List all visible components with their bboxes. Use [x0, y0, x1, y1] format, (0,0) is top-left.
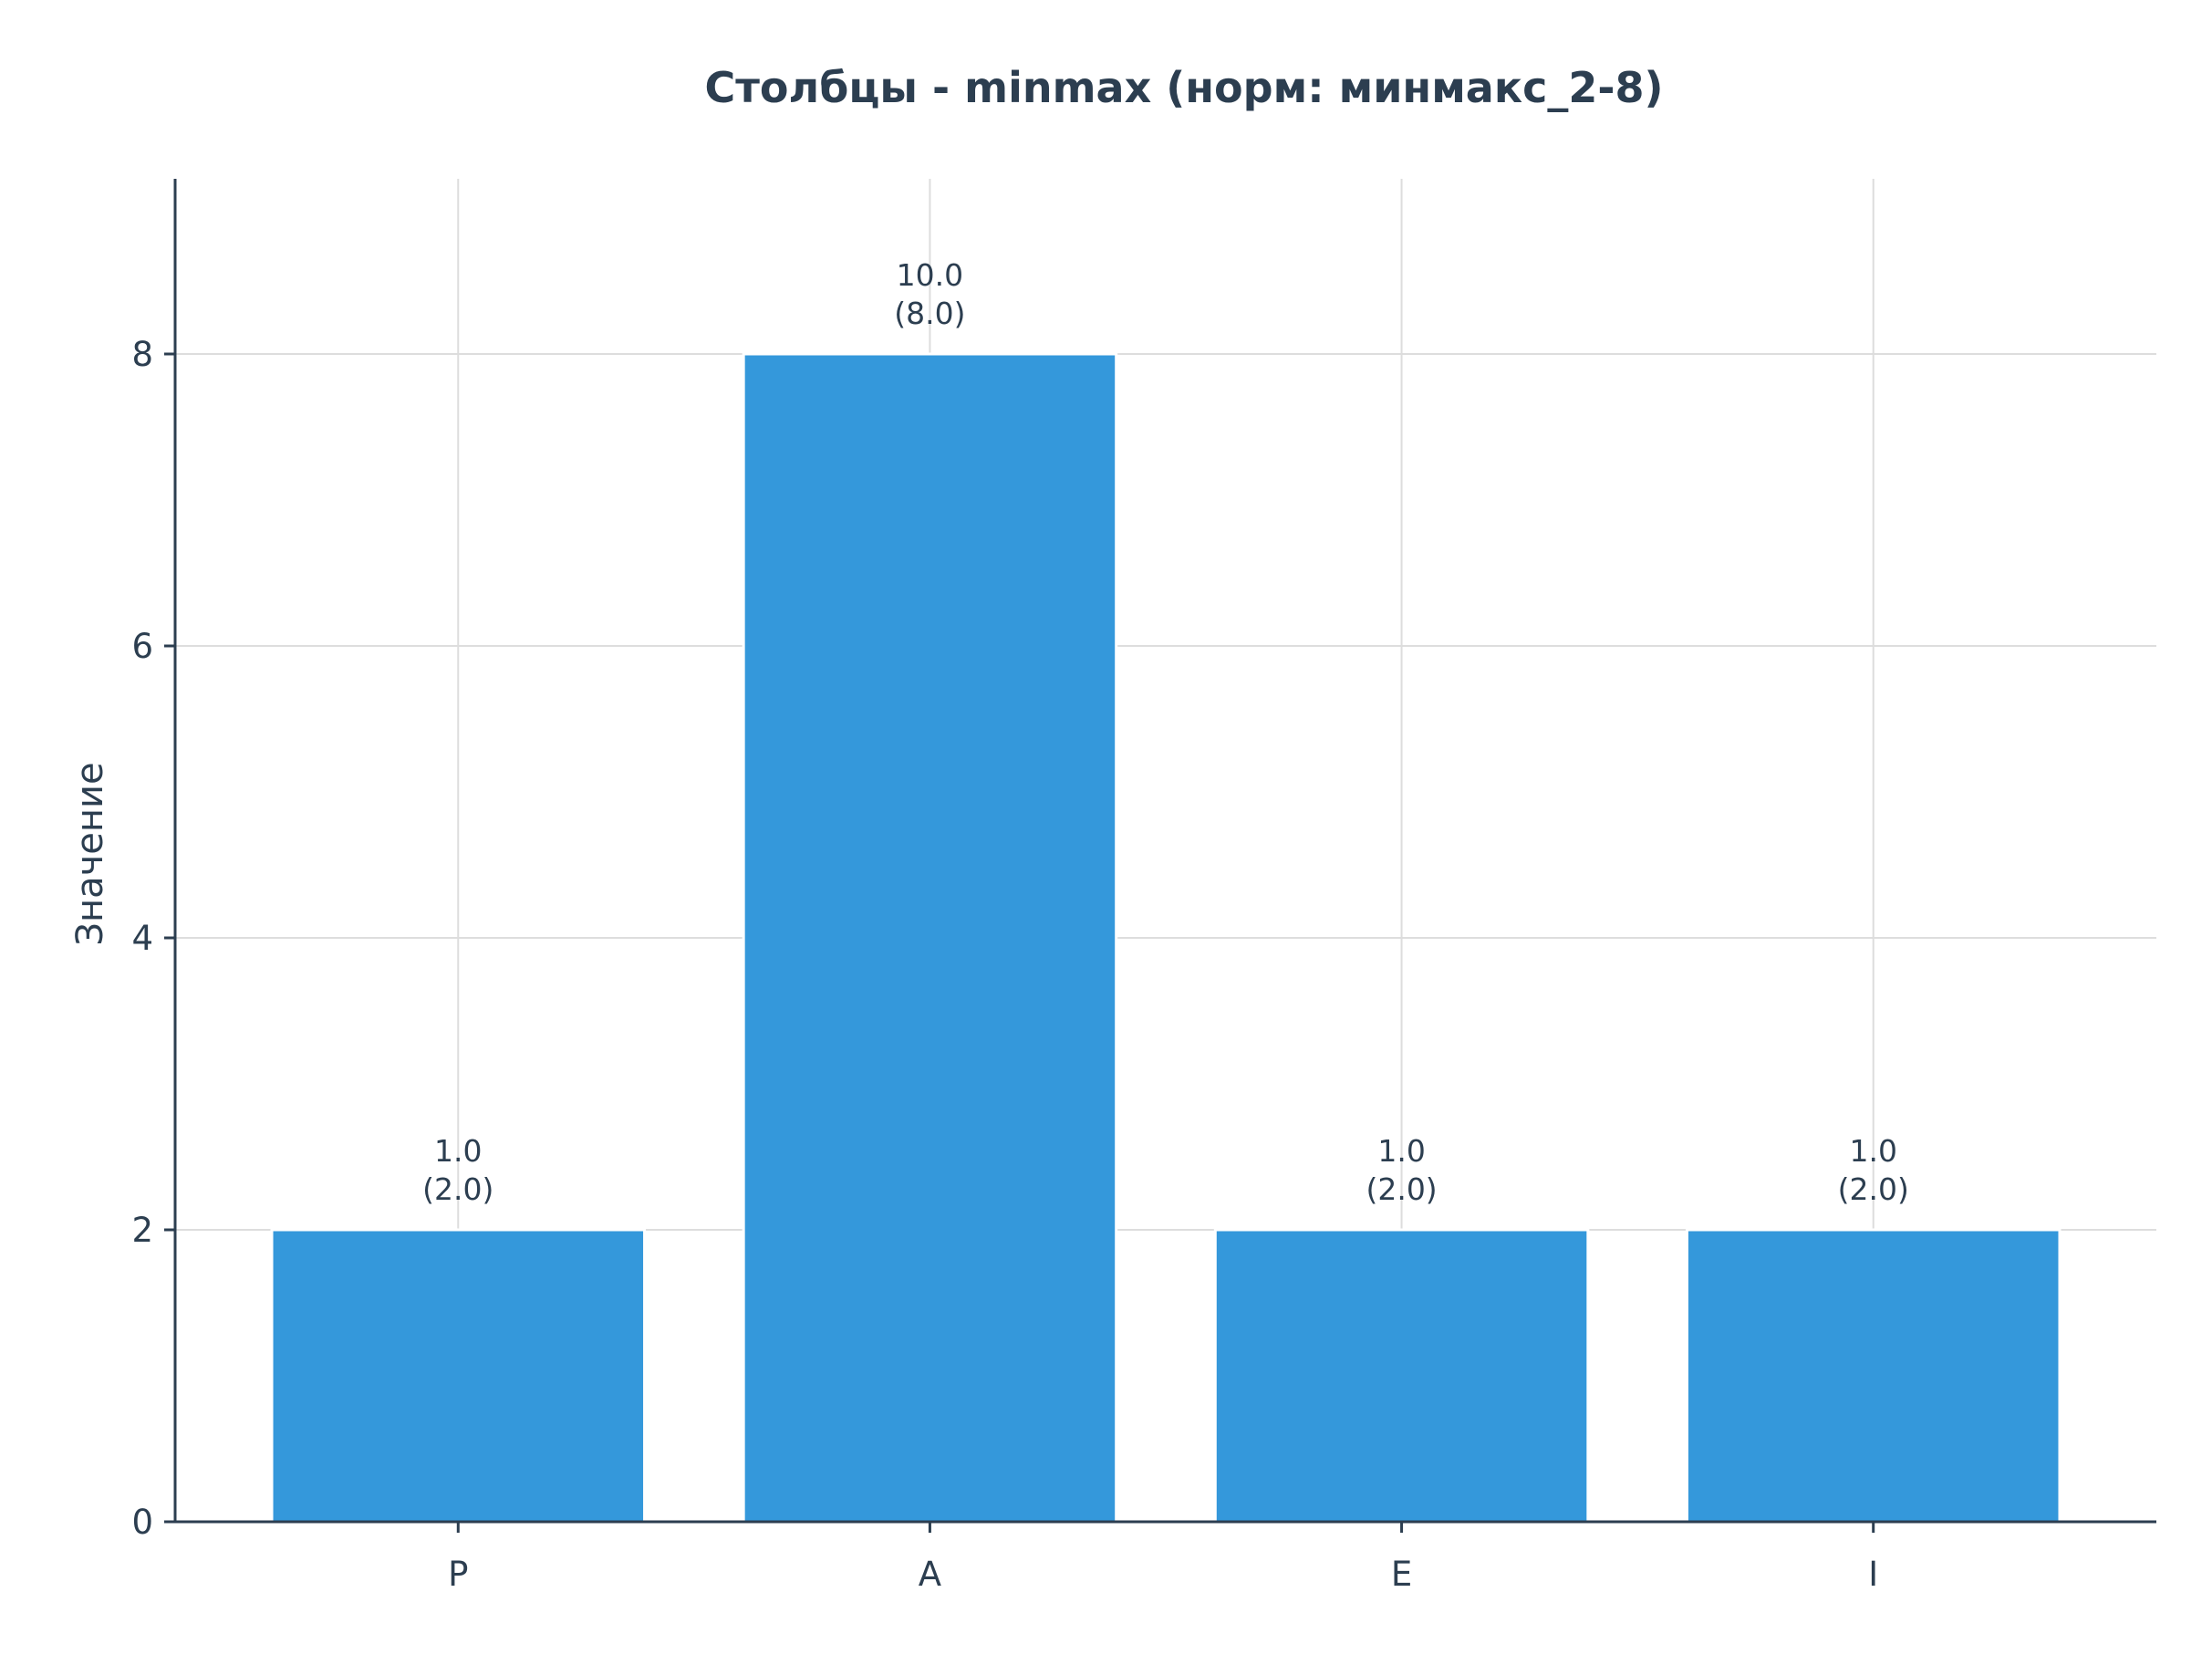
data-label-P-normalized: (2.0)	[422, 1171, 493, 1207]
y-tick-label-2: 2	[131, 1211, 153, 1250]
x-tick-label-A: A	[919, 1555, 941, 1594]
bar-E	[1213, 1228, 1590, 1524]
x-tick-label-I: I	[1868, 1555, 1878, 1594]
data-label-A-original: 10.0	[897, 257, 963, 293]
data-label-P-original: 1.0	[434, 1133, 482, 1169]
data-label-I-normalized: (2.0)	[1838, 1171, 1909, 1207]
data-labels: 1.0(2.0)10.0(8.0)1.0(2.0)1.0(2.0)	[422, 257, 1909, 1207]
x-tick-label-P: P	[448, 1555, 468, 1594]
x-tick-label-E: E	[1391, 1555, 1412, 1594]
data-label-I-original: 1.0	[1849, 1133, 1896, 1169]
bars	[270, 352, 2061, 1524]
axes: 0 2 4 6 8 P A E I	[131, 179, 2156, 1594]
y-tick-label-4: 4	[131, 919, 153, 958]
data-label-A-normalized: (8.0)	[894, 296, 965, 331]
data-label-E-original: 1.0	[1377, 1133, 1425, 1169]
chart-title: Столбцы - minmax (норм: минмакс_2-8)	[705, 63, 1664, 112]
y-tick-label-8: 8	[131, 335, 153, 374]
bar-A	[742, 352, 1118, 1524]
bar-P	[270, 1228, 647, 1524]
y-tick-label-0: 0	[131, 1503, 153, 1542]
y-tick-label-6: 6	[131, 627, 153, 666]
y-axis-label: Значение	[69, 762, 111, 945]
bar-I	[1685, 1228, 2061, 1524]
data-label-E-normalized: (2.0)	[1366, 1171, 1437, 1207]
